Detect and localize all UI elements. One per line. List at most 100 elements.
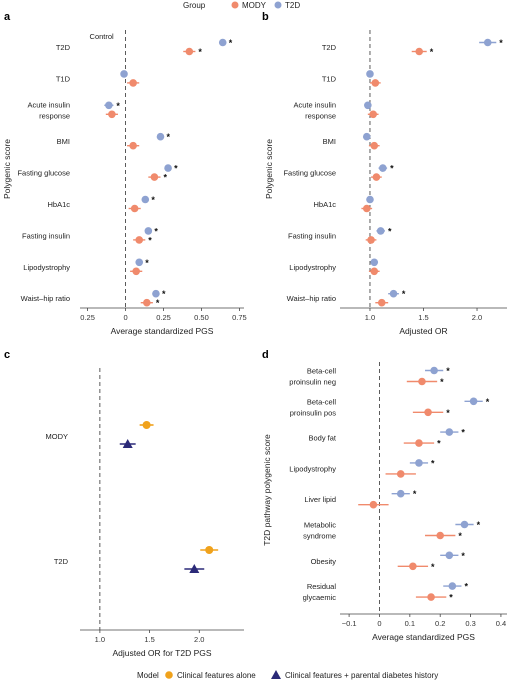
significance-star: * xyxy=(156,298,160,308)
point-mody xyxy=(415,439,423,447)
category-label: Liver lipid xyxy=(304,495,336,504)
x-tick-label: 0.2 xyxy=(435,619,445,628)
point-mody xyxy=(424,408,432,417)
category-label: T2D xyxy=(56,43,71,52)
point-mody xyxy=(150,173,159,181)
point-t2d xyxy=(135,258,144,267)
x-axis-title: Average standardized PGS xyxy=(372,632,475,642)
category-label: BMI xyxy=(57,137,70,146)
category-label: Fasting glucose xyxy=(17,169,70,178)
point-mody xyxy=(369,110,377,119)
significance-star: * xyxy=(154,226,158,236)
x-tick-label: 1.5 xyxy=(144,635,154,644)
category-label: Waist–hip ratio xyxy=(287,294,336,303)
category-label: Lipodystrophy xyxy=(289,464,336,473)
significance-star: * xyxy=(162,289,166,299)
significance-star: * xyxy=(486,397,490,407)
point-mody xyxy=(143,298,151,307)
significance-star: * xyxy=(413,489,417,499)
point-t2d xyxy=(415,459,423,467)
point-mody xyxy=(185,47,194,56)
point-t2d xyxy=(120,70,128,78)
x-tick-label: 0 xyxy=(377,619,381,628)
point-mody xyxy=(427,593,435,601)
x-tick-label: 1.5 xyxy=(418,313,428,322)
x-tick-label: 2.0 xyxy=(194,635,204,644)
x-tick-label: 2.0 xyxy=(472,313,482,322)
x-tick-label: −0.1 xyxy=(342,619,357,628)
panel-d: −0.1 0 0.1 0.2 0.3 0.4 Average standardized PG… xyxy=(262,362,507,642)
category-label: Fasting glucose xyxy=(283,169,336,178)
panel-label-a: a xyxy=(4,11,11,23)
legend-label-t2d: T2D xyxy=(285,1,300,10)
significance-star: * xyxy=(446,366,450,376)
category-label: HbA1c xyxy=(313,200,336,209)
significance-star: * xyxy=(174,164,178,174)
point-mody xyxy=(377,298,386,307)
x-tick-label: 0.3 xyxy=(465,619,475,628)
x-axis-title: Adjusted OR xyxy=(399,326,447,336)
point-mody xyxy=(418,377,426,386)
significance-star: * xyxy=(163,173,167,183)
x-tick-label: 0.50 xyxy=(194,313,209,322)
point-mody xyxy=(370,141,379,150)
category-label: Residual glycaemic xyxy=(303,582,337,602)
category-label: Obesity xyxy=(311,557,337,566)
point-mody xyxy=(129,79,137,87)
point-t2d xyxy=(376,227,385,235)
point-t2d xyxy=(164,164,172,172)
point-mody xyxy=(371,79,380,87)
x-tick-label: 1.0 xyxy=(95,635,105,644)
x-tick-label: 0.4 xyxy=(496,619,506,628)
point-t2d xyxy=(366,70,374,78)
legend-marker-clinical xyxy=(165,671,173,679)
point-t2d xyxy=(105,101,113,110)
category-label: Lipodystrophy xyxy=(23,263,70,272)
panel-c: 1.0 1.5 2.0 Adjusted OR for T2D PGS MODY T2D xyxy=(46,368,244,658)
group-legend: Group MODY T2D xyxy=(183,1,300,10)
point-t2d xyxy=(366,195,374,204)
point-mody xyxy=(130,204,139,213)
point-t2d xyxy=(469,397,478,406)
point-t2d xyxy=(156,132,165,141)
category-label: T1D xyxy=(322,74,337,83)
significance-star: * xyxy=(458,531,462,541)
model-legend: Model Clinical features alone Clinical f… xyxy=(137,670,438,680)
significance-star: * xyxy=(464,582,468,592)
category-label: Acute insulin response xyxy=(27,100,70,120)
point-t2d xyxy=(396,489,405,498)
x-tick-label: 0.75 xyxy=(232,313,247,322)
reference-label: Control xyxy=(90,32,115,41)
significance-star: * xyxy=(431,458,435,468)
significance-star: * xyxy=(145,258,149,268)
significance-star: * xyxy=(446,408,450,418)
significance-star: * xyxy=(430,47,434,57)
category-label: T1D xyxy=(56,74,71,83)
x-axis-title: Adjusted OR for T2D PGS xyxy=(112,648,211,658)
category-label: Body fat xyxy=(308,434,336,443)
significance-star: * xyxy=(440,377,444,387)
point-mody xyxy=(409,562,417,571)
panel-b: 1.0 1.5 2.0 Adjusted OR Polygenic score T2D * *… xyxy=(264,30,507,336)
legend-marker-t2d xyxy=(274,1,282,9)
category-label: Lipodystrophy xyxy=(289,263,336,272)
category-label: Beta-cell proinsulin pos xyxy=(290,397,337,417)
x-axis-title: Average standardized PGS xyxy=(111,326,214,336)
point-clinical-parental xyxy=(122,439,133,448)
significance-star: * xyxy=(402,289,406,299)
point-t2d xyxy=(460,520,469,529)
category-label: Waist–hip ratio xyxy=(21,294,70,303)
significance-star: * xyxy=(461,551,465,561)
category-label: Beta-cell proinsulin neg xyxy=(289,367,336,387)
category-label: T2D xyxy=(54,557,69,566)
point-mody xyxy=(135,236,144,244)
point-t2d xyxy=(362,132,371,141)
point-t2d xyxy=(389,289,398,298)
legend-marker-clinical-parental xyxy=(271,670,281,679)
y-axis-title: T2D pathway polygenic score xyxy=(262,434,272,546)
point-mody xyxy=(396,470,405,478)
point-mody xyxy=(370,267,379,276)
point-mody xyxy=(415,47,424,56)
point-mody xyxy=(369,500,378,509)
